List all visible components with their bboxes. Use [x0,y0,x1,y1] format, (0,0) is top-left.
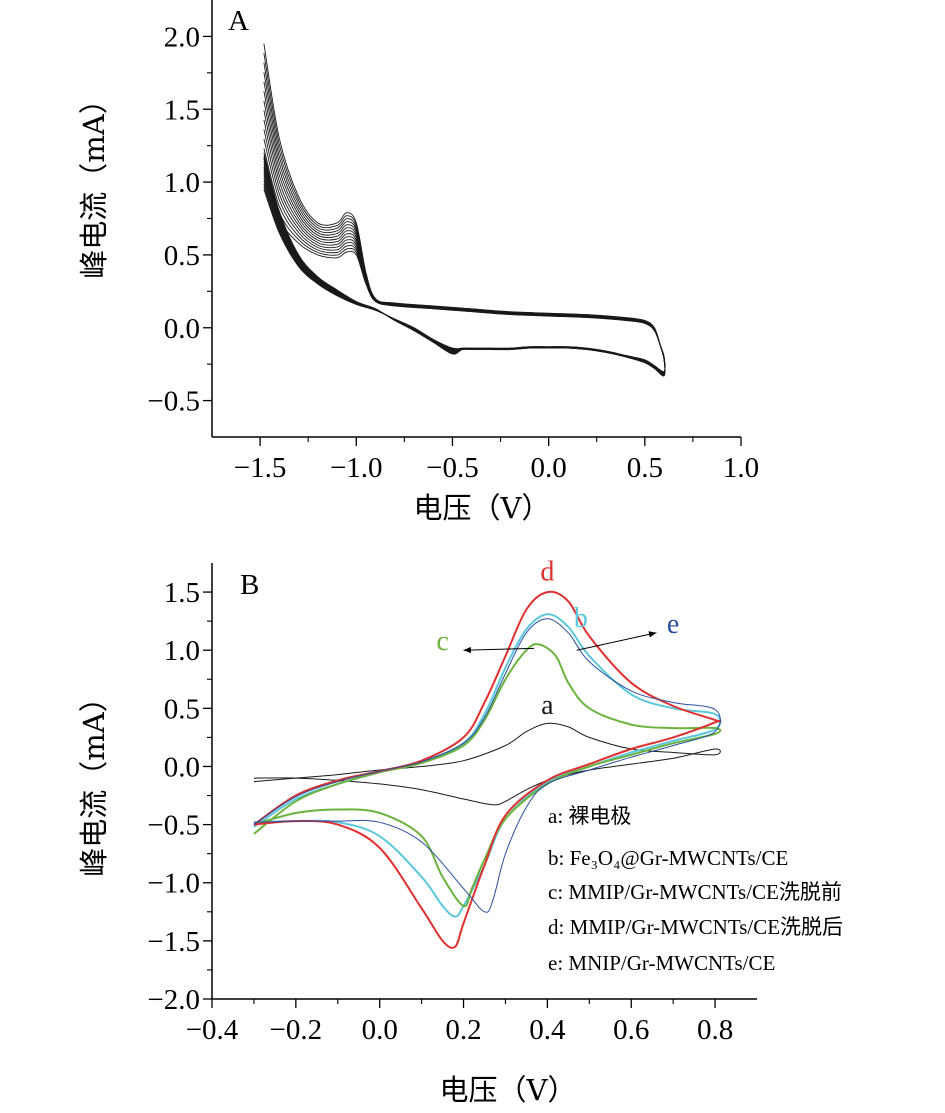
panel-b-x-tick-label: 0.0 [362,1014,398,1046]
panel-a-plot-area: −1.5 −1.0 −0.5 0.0 0.5 1.0 −0.5 0.0 0.5 1.0 1.5 2.0 [147,0,759,484]
panel-b-label: B [240,569,259,601]
legend-entry-a: a: 裸电极 [548,804,631,828]
panel-b-y-tick-label: 1.5 [164,577,200,609]
panel-b-y-tick-label: −1.5 [147,926,200,958]
panel-b-legend: a: 裸电极 b: Fe₃O₄@Gr-MWCNTs/CE c: MMIP/Gr-… [548,804,843,975]
panel-a-label: A [228,5,249,37]
panel-a-cv-cycle-2 [263,157,666,373]
panel-b-arrow-c [463,647,535,651]
panel-a-y-axis-label: 峰电流（mA） [77,85,111,278]
panel-a-y-tick-label: 0.0 [164,313,200,345]
panel-b-x-tick-label: 0.6 [613,1014,649,1046]
panel-a-cv-cycle-5 [263,129,666,374]
panel-a-y-tick-label: −0.5 [147,386,200,418]
panel-b-curve-label-a: a [541,690,554,721]
panel-b-y-tick-label: 1.0 [164,635,200,667]
panel-a-x-tick-label: 0.0 [531,452,567,484]
panel-a-y-tick-label: 1.0 [164,167,200,199]
panel-b-plot-area: −0.4 −0.2 0.0 0.2 0.4 0.6 0.8 −2.0 −1.5 −1.0 −0.5 0… [147,556,757,1046]
panel-b-y-tick-label: −2.0 [147,984,200,1016]
panel-b-y-tick-label: −1.0 [147,868,200,900]
panel-b-series-a [253,722,721,806]
panel-b-x-tick-label: 0.8 [697,1014,733,1046]
panel-b-x-tick-label: 0.2 [445,1014,481,1046]
panel-b-y-axis-label: 峰电流（mA） [77,683,111,876]
panel-a-cv-cycle-3 [263,148,666,373]
panel-a-cv-cycle-1 [263,167,666,373]
panel-b-curve-label-b: b [574,603,588,634]
panel-a-x-tick-label: 0.5 [627,452,663,484]
panel-b-series-c [253,643,722,908]
panel-a-x-tick-label: 1.0 [723,452,759,484]
panel-b-y-tick-label: −0.5 [147,810,200,842]
panel-b-y-tick-label: 0.5 [164,693,200,725]
panel-a-x-tick-label: −1.0 [330,452,383,484]
panel-a-cv-cycle-12 [263,62,666,376]
panel-b-x-tick-label: −0.2 [270,1014,323,1046]
panel-a-y-tick-label: 0.5 [164,240,200,272]
panel-b-curve-label-d: d [540,556,554,587]
panel-a-cv-cycle-13 [263,53,666,377]
panel-b: B 电压（V） 峰电流（mA） −0.4 −0.2 0.0 0.2 0.4 0.6 0.8−… [77,556,843,1107]
panel-b-x-tick-label: −0.4 [186,1014,239,1046]
panel-b-arrow-c-head [463,646,471,654]
panel-a: A 电压（V） 峰电流（mA） −1.5 −1.0 −0.5 0.0 0.5 1.0 −0.… [77,0,759,525]
panel-a-cv-cycle-10 [263,81,666,376]
panel-b-y-tick-label: 0.0 [164,751,200,783]
panel-b-series-b [253,613,722,918]
panel-a-x-axis-label: 电压（V） [414,491,551,525]
panel-b-arrow-e [576,632,657,651]
panel-b-x-axis-label: 电压（V） [440,1073,577,1107]
legend-entry-c: c: MMIP/Gr-MWCNTs/CE洗脱前 [548,880,842,904]
panel-a-cv-cycle-4 [263,138,666,374]
panel-a-cv-cycle-14 [263,43,666,377]
panel-a-x-tick-label: −1.5 [234,452,287,484]
legend-entry-b: b: Fe₃O₄@Gr-MWCNTs/CE [548,846,788,870]
panel-a-cv-cycle-6 [263,119,666,374]
panel-b-x-tick-label: 0.4 [529,1014,566,1046]
panel-a-y-tick-label: 2.0 [164,21,200,53]
panel-a-x-tick-label: −0.5 [426,452,479,484]
panel-b-curve-label-c: c [436,626,448,657]
panel-b-series-e [253,618,721,913]
panel-b-arrow-e-head [648,631,657,638]
legend-entry-e: e: MNIP/Gr-MWCNTs/CE [548,951,775,975]
panel-b-curve-label-e: e [667,609,679,640]
panel-a-cv-cycle-7 [263,110,666,375]
panel-a-cv-cycle-11 [263,72,666,376]
legend-entry-d: d: MMIP/Gr-MWCNTs/CE洗脱后 [548,915,843,939]
panel-a-y-tick-label: 1.5 [164,94,200,126]
